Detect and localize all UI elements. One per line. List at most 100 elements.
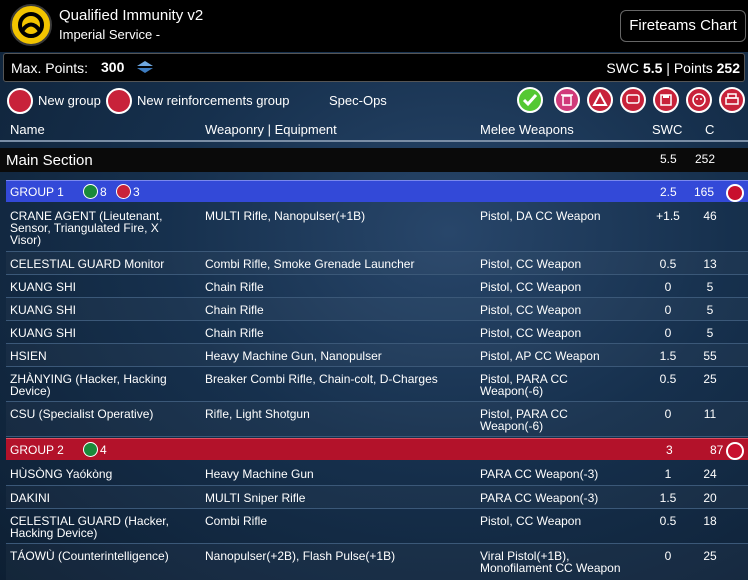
unit-melee: Pistol, CC Weapon <box>480 326 582 340</box>
new-group-icon[interactable] <box>7 88 33 114</box>
unit-row[interactable]: TÁOWÙ (Counterintelligence) Nanopulser(+… <box>6 544 748 580</box>
unit-row[interactable]: CELESTIAL GUARD Monitor Combi Rifle, Smo… <box>6 252 748 275</box>
unit-melee: Pistol, CC Weapon <box>480 514 582 528</box>
unit-swc: 1.5 <box>659 349 677 363</box>
points-label: Points <box>673 60 713 76</box>
unit-row[interactable]: ZHÀNYING (Hacker, Hacking Device) Breake… <box>6 367 748 402</box>
logo-icon[interactable] <box>587 87 613 113</box>
unit-weapons: Nanopulser(+2B), Flash Pulse(+1B) <box>205 549 396 563</box>
new-group-button[interactable]: New group <box>38 93 101 108</box>
print-icon[interactable] <box>719 87 745 113</box>
max-points-value[interactable]: 300 <box>101 59 125 75</box>
unit-row[interactable]: CRANE AGENT (Lieutenant, Sensor, Triangu… <box>6 204 748 252</box>
section-cost: 252 <box>695 152 716 166</box>
unit-row[interactable]: HÙSÒNG Yaókòng Heavy Machine Gun PARA CC… <box>6 462 748 486</box>
max-points-spinner-icon[interactable] <box>135 59 155 80</box>
group-cost: 165 <box>694 185 715 199</box>
separator: | <box>666 60 670 76</box>
new-reinforcements-group-button[interactable]: New reinforcements group <box>137 93 290 108</box>
unit-cost: 25 <box>703 549 717 563</box>
unit-swc: 1.5 <box>659 491 677 505</box>
irregular-order-icon <box>116 184 131 199</box>
unit-name: HÙSÒNG Yaókòng <box>10 467 113 481</box>
unit-melee: Pistol, CC Weapon <box>480 257 582 271</box>
unit-cost: 46 <box>703 209 717 223</box>
unit-name: CRANE AGENT (Lieutenant, Sensor, Triangu… <box>10 209 163 247</box>
unit-row[interactable]: KUANG SHI Chain Rifle Pistol, CC Weapon … <box>6 321 748 344</box>
unit-weapons: Heavy Machine Gun, Nanopulser <box>205 349 382 363</box>
unit-name: KUANG SHI <box>10 280 77 294</box>
unit-row[interactable]: CELESTIAL GUARD (Hacker, Hacking Device)… <box>6 509 748 544</box>
spec-ops-button[interactable]: Spec-Ops <box>329 93 387 108</box>
points-total-value: 252 <box>716 60 740 76</box>
points-bar: Max. Points: 300 SWC 5.5 | Points 252 <box>3 53 745 82</box>
unit-name: ZHÀNYING (Hacker, Hacking Device) <box>10 372 167 398</box>
group-name: GROUP 2 <box>10 443 64 457</box>
trash-icon[interactable] <box>554 87 580 113</box>
fireteams-chart-button[interactable]: Fireteams Chart <box>620 10 746 42</box>
check-icon[interactable] <box>517 87 543 113</box>
unit-swc: 1 <box>664 467 672 481</box>
group-1-header[interactable]: GROUP 1 8 3 2.5 165 <box>6 180 748 202</box>
chat-icon[interactable] <box>620 87 646 113</box>
main-section-row: Main Section 5.5 252 <box>0 148 748 172</box>
group-swc: 2.5 <box>660 185 677 199</box>
faction-subtitle: Imperial Service - <box>59 27 161 42</box>
unit-row[interactable]: DAKINI MULTI Sniper Rifle PARA CC Weapon… <box>6 486 748 509</box>
delete-group-icon[interactable] <box>726 184 744 202</box>
unit-weapons: Combi Rifle <box>205 514 268 528</box>
unit-weapons: MULTI Sniper Rifle <box>205 491 306 505</box>
unit-melee: Pistol, AP CC Weapon <box>480 349 600 363</box>
unit-melee: PARA CC Weapon(-3) <box>480 491 599 505</box>
unit-cost: 13 <box>703 257 717 271</box>
unit-row[interactable]: KUANG SHI Chain Rifle Pistol, CC Weapon … <box>6 275 748 298</box>
column-header-weaponry[interactable]: Weaponry | Equipment <box>205 122 337 137</box>
column-header-c[interactable]: C <box>705 122 715 137</box>
unit-name: CSU (Specialist Operative) <box>10 407 154 421</box>
section-swc: 5.5 <box>660 152 677 166</box>
section-title: Main Section <box>6 152 93 169</box>
unit-melee: Pistol, CC Weapon <box>480 280 582 294</box>
max-points-label: Max. Points: <box>11 60 89 76</box>
group-2-header[interactable]: GROUP 2 4 3 87 <box>6 438 748 460</box>
irregular-order-count: 3 <box>133 185 140 199</box>
unit-melee: Viral Pistol(+1B), Monofilament CC Weapo… <box>480 549 621 575</box>
delete-group-icon[interactable] <box>726 442 744 460</box>
column-header-melee[interactable]: Melee Weapons <box>480 122 574 137</box>
unit-cost: 25 <box>703 372 717 386</box>
unit-weapons: Combi Rifle, Smoke Grenade Launcher <box>205 257 415 271</box>
unit-weapons: Breaker Combi Rifle, Chain-colt, D-Charg… <box>205 372 438 386</box>
unit-name: HSIEN <box>10 349 47 363</box>
regular-order-icon <box>83 442 98 457</box>
unit-cost: 55 <box>703 349 717 363</box>
list-title: Qualified Immunity v2 <box>59 7 204 24</box>
unit-swc: 0 <box>664 303 672 317</box>
unit-melee: PARA CC Weapon(-3) <box>480 467 599 481</box>
unit-cost: 11 <box>703 407 717 421</box>
unit-cost: 5 <box>706 280 714 294</box>
unit-weapons: Chain Rifle <box>205 280 264 294</box>
save-icon[interactable] <box>653 87 679 113</box>
unit-row[interactable]: CSU (Specialist Operative) Rifle, Light … <box>6 402 748 437</box>
unit-melee: Pistol, DA CC Weapon <box>480 209 601 223</box>
unit-swc: 0 <box>664 407 672 421</box>
unit-row[interactable]: KUANG SHI Chain Rifle Pistol, CC Weapon … <box>6 298 748 321</box>
unit-name: DAKINI <box>10 491 51 505</box>
unit-cost: 18 <box>703 514 717 528</box>
face-icon[interactable] <box>686 87 712 113</box>
column-header-name[interactable]: Name <box>10 122 45 137</box>
column-header-swc[interactable]: SWC <box>652 122 683 137</box>
swc-points-summary: SWC 5.5 | Points 252 <box>606 60 740 76</box>
header-divider <box>0 140 748 142</box>
unit-weapons: Chain Rifle <box>205 303 264 317</box>
group-cost: 87 <box>710 443 724 457</box>
regular-order-icon <box>83 184 98 199</box>
unit-weapons: Chain Rifle <box>205 326 264 340</box>
unit-cost: 20 <box>703 491 717 505</box>
unit-swc: 0 <box>664 280 672 294</box>
new-reinforcements-group-icon[interactable] <box>106 88 132 114</box>
group-swc: 3 <box>666 443 673 457</box>
unit-row[interactable]: HSIEN Heavy Machine Gun, Nanopulser Pist… <box>6 344 748 367</box>
unit-swc: 0.5 <box>659 257 677 271</box>
army-logo-icon <box>10 4 52 46</box>
